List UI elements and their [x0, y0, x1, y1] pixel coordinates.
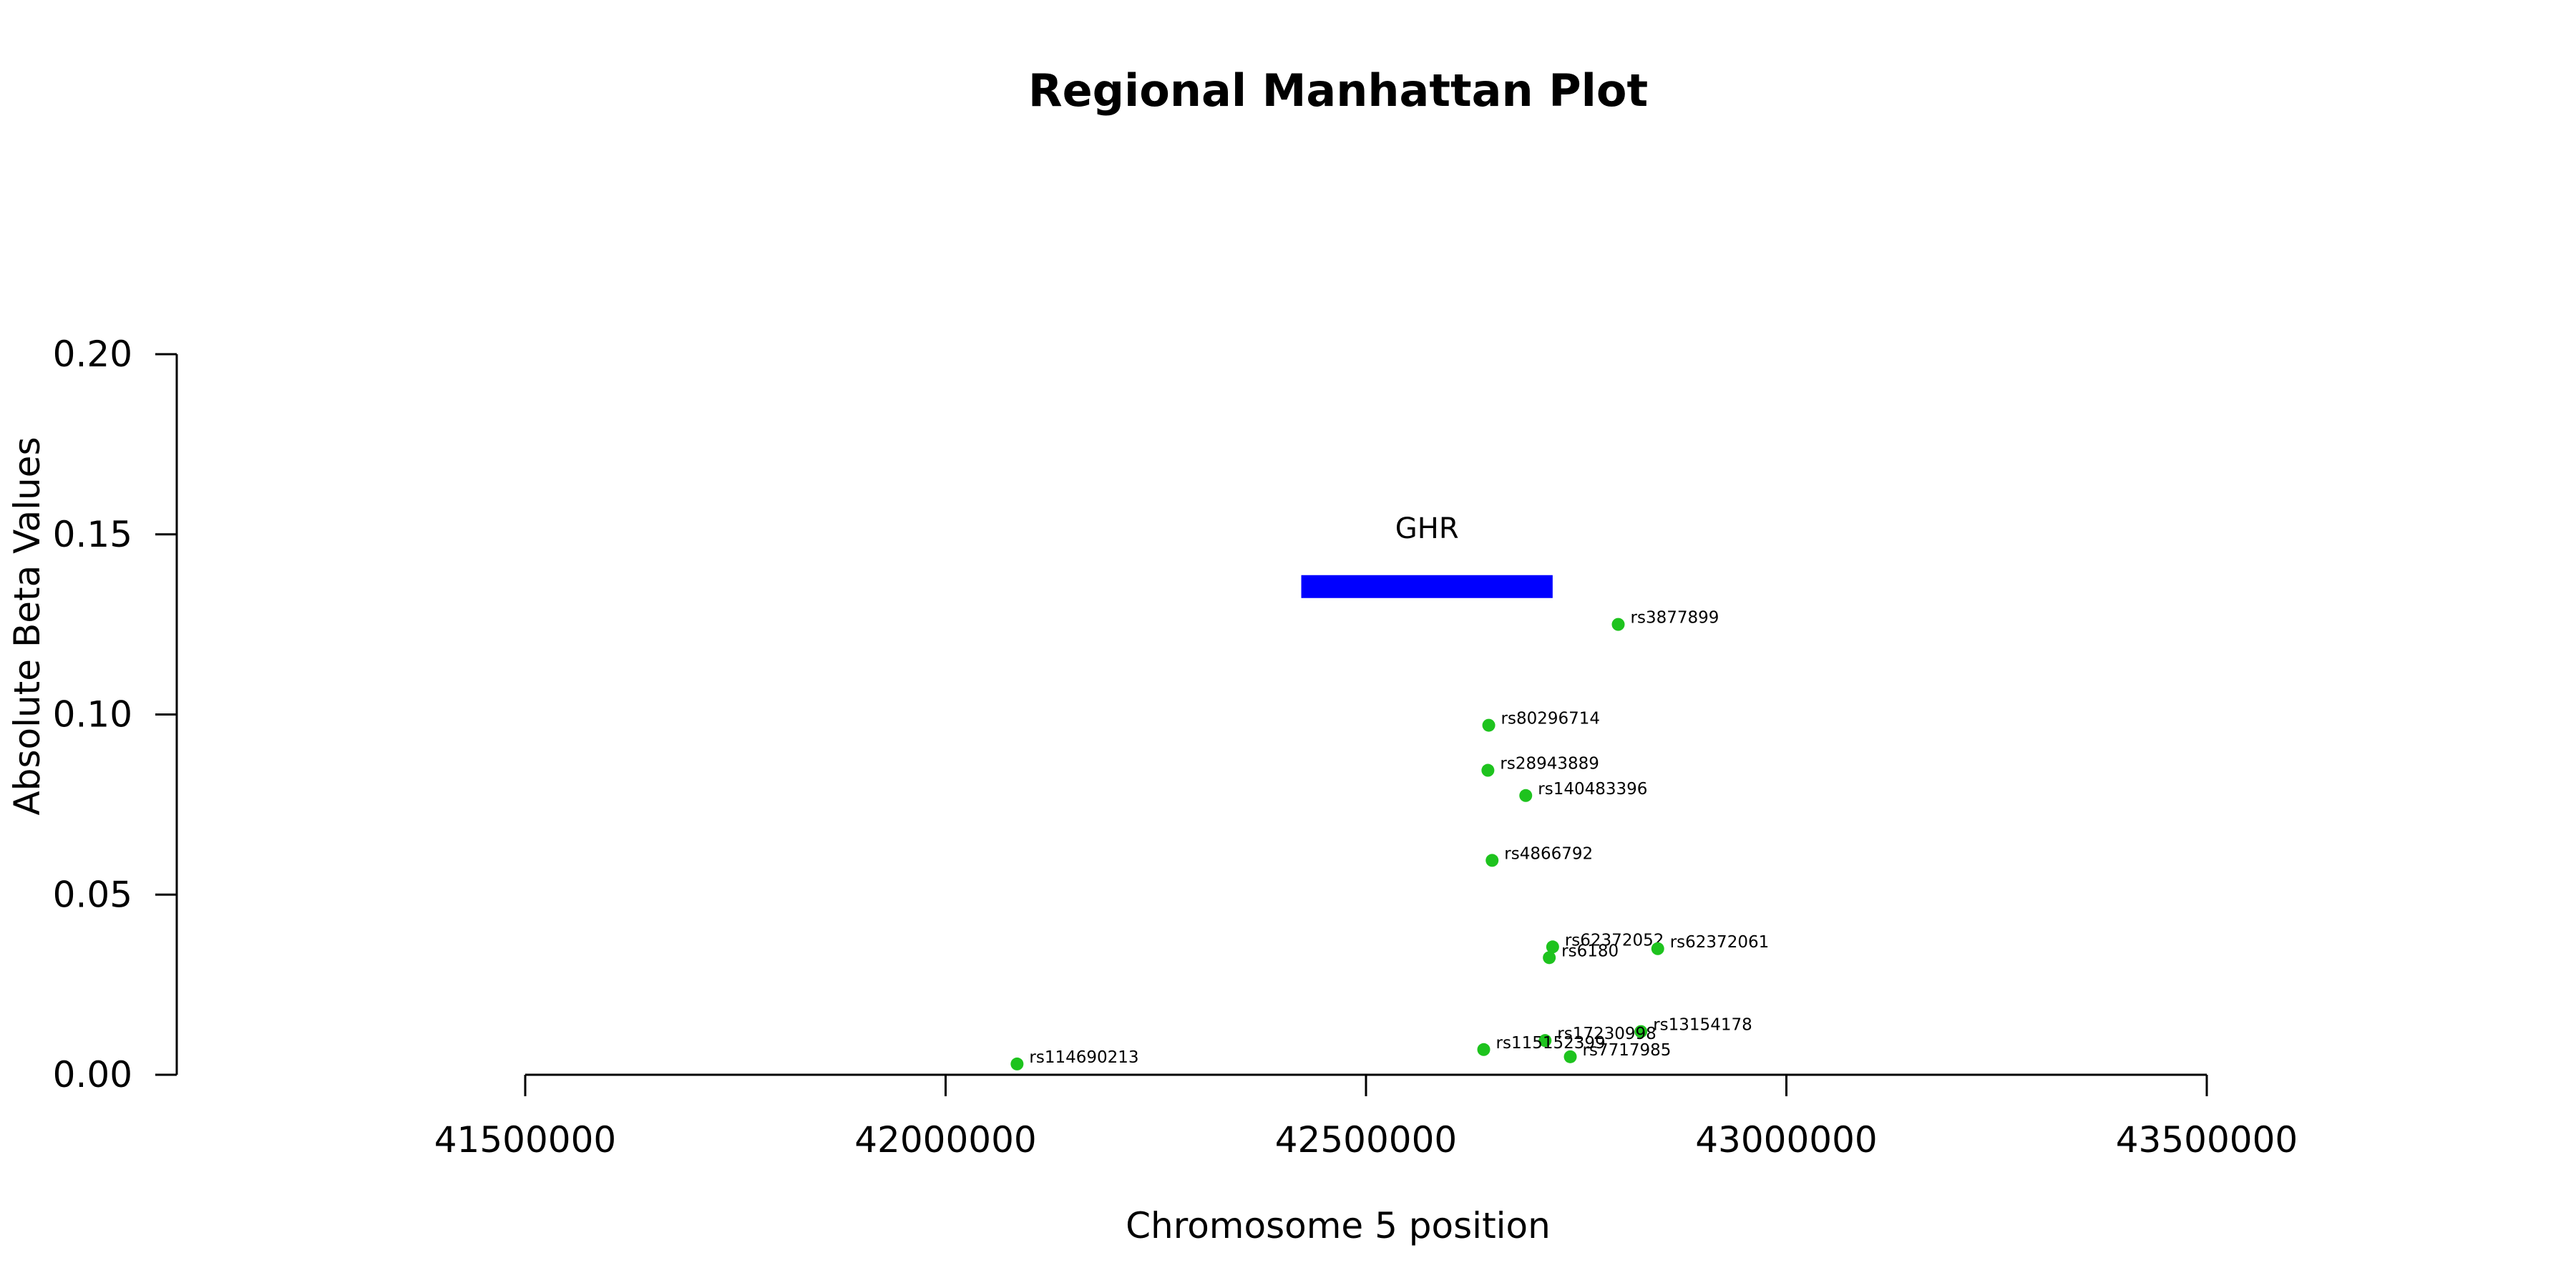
- y-tick-label: 0.05: [53, 874, 132, 915]
- snp-point: [1485, 854, 1499, 867]
- snp-label: rs140483396: [1538, 780, 1647, 799]
- snp-point: [1519, 789, 1533, 802]
- snp-point: [1611, 618, 1625, 631]
- snp-label: rs114690213: [1029, 1048, 1138, 1067]
- snp-label: rs62372052: [1565, 931, 1664, 950]
- snp-point: [1563, 1050, 1577, 1063]
- snp-label: rs62372061: [1670, 933, 1770, 952]
- y-axis-ticks: 0.00 0.05 0.10 0.15 0.20: [53, 333, 177, 1096]
- y-tick-label: 0.20: [53, 333, 132, 375]
- x-tick-label: 41500000: [434, 1119, 617, 1161]
- snp-point: [1543, 951, 1556, 965]
- snp-label: rs17230998: [1557, 1025, 1657, 1043]
- y-tick-label: 0.00: [53, 1054, 132, 1096]
- x-tick-label: 42000000: [854, 1119, 1037, 1161]
- x-tick-label: 42500000: [1275, 1119, 1458, 1161]
- x-axis-label: Chromosome 5 position: [1126, 1205, 1551, 1246]
- x-tick-label: 43500000: [2116, 1119, 2298, 1161]
- gene-bar: [1301, 575, 1553, 598]
- snp-point: [1538, 1034, 1552, 1048]
- snp-label: rs7717985: [1583, 1041, 1672, 1060]
- snp-label: rs80296714: [1501, 710, 1601, 728]
- snp-label: rs3877899: [1631, 609, 1719, 628]
- snp-point: [1634, 1025, 1648, 1038]
- y-tick-label: 0.15: [53, 514, 132, 555]
- snp-label: rs6180: [1561, 942, 1619, 960]
- chart-title: Regional Manhattan Plot: [1028, 64, 1648, 117]
- snp-point: [1546, 940, 1559, 954]
- snp-label: rs28943889: [1500, 755, 1599, 774]
- snp-label: rs4866792: [1504, 844, 1593, 863]
- snp-point: [1651, 942, 1664, 955]
- y-axis-label: Absolute Beta Values: [6, 437, 48, 816]
- snp-points: rs114690213 rs3877899 rs80296714 rs28943889…: [1010, 609, 1769, 1070]
- snp-label: rs115152399: [1496, 1034, 1606, 1053]
- x-tick-label: 43000000: [1695, 1119, 1878, 1161]
- snp-point: [1482, 718, 1496, 732]
- y-tick-label: 0.10: [53, 694, 132, 736]
- gene-track: GHR: [1301, 512, 1553, 598]
- snp-point: [1481, 763, 1495, 777]
- snp-point: [1010, 1057, 1024, 1070]
- snp-label: rs13154178: [1653, 1016, 1752, 1035]
- snp-point: [1477, 1043, 1491, 1056]
- gene-label: GHR: [1395, 512, 1459, 545]
- x-axis-ticks: 41500000 42000000 42500000 43000000 43500000: [434, 1075, 2298, 1161]
